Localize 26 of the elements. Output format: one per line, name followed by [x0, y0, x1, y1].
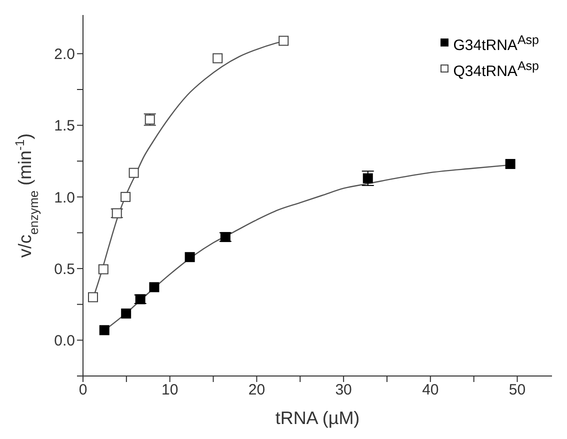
x-tick-label: 0 [78, 382, 88, 399]
legend-label: G34tRNA$^{Asp}$ [453, 32, 539, 56]
point [98, 264, 108, 274]
point [128, 168, 139, 178]
point [99, 325, 110, 336]
x-tick-label: 50 [508, 382, 526, 399]
x-axis-title: tRNA (µM) [275, 408, 360, 428]
point [149, 282, 160, 292]
y-tick-label: 2.0 [54, 46, 75, 64]
point [184, 252, 195, 262]
y-tick-label: 0.0 [54, 332, 75, 350]
point [505, 158, 516, 169]
y-tick-label: 1.5 [54, 118, 75, 135]
y-tick-label: 1.0 [54, 189, 75, 206]
x-tick-label: 40 [422, 382, 439, 399]
y-tick-label: 0.5 [54, 260, 75, 278]
x-tick-label: 20 [248, 382, 266, 399]
point [278, 36, 289, 46]
point [120, 192, 131, 202]
point [121, 308, 132, 319]
x-tick-label: 10 [162, 382, 178, 399]
x-tick-label: 30 [335, 382, 352, 399]
point [88, 292, 98, 302]
point [362, 173, 373, 184]
point [212, 53, 223, 64]
legend-label: Q34tRNA$^{Asp}$ [453, 58, 539, 82]
